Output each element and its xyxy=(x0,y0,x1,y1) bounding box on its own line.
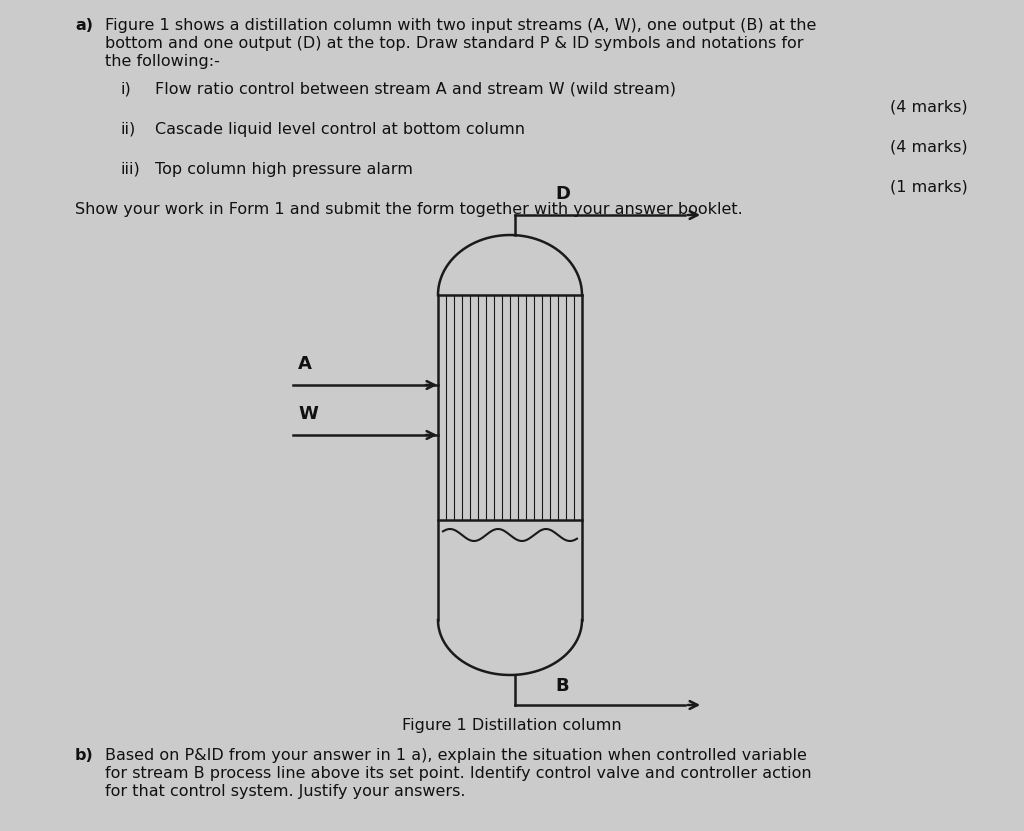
Text: iii): iii) xyxy=(120,162,139,177)
Text: i): i) xyxy=(120,82,131,97)
Text: Based on P&ID from your answer in 1 a), explain the situation when controlled va: Based on P&ID from your answer in 1 a), … xyxy=(105,748,807,763)
Text: Flow ratio control between stream A and stream W (wild stream): Flow ratio control between stream A and … xyxy=(155,82,676,97)
Text: (4 marks): (4 marks) xyxy=(890,140,968,155)
Text: ii): ii) xyxy=(120,122,135,137)
Text: B: B xyxy=(555,677,568,695)
Text: Show your work in Form 1 and submit the form together with your answer booklet.: Show your work in Form 1 and submit the … xyxy=(75,202,742,217)
Text: b): b) xyxy=(75,748,94,763)
Text: bottom and one output (D) at the top. Draw standard P & ID symbols and notations: bottom and one output (D) at the top. Dr… xyxy=(105,36,804,51)
Text: (1 marks): (1 marks) xyxy=(890,180,968,195)
Text: Figure 1 shows a distillation column with two input streams (A, W), one output (: Figure 1 shows a distillation column wit… xyxy=(105,18,816,33)
Text: A: A xyxy=(298,355,312,373)
Text: Figure 1 Distillation column: Figure 1 Distillation column xyxy=(402,718,622,733)
Text: the following:-: the following:- xyxy=(105,54,220,69)
Text: Top column high pressure alarm: Top column high pressure alarm xyxy=(155,162,413,177)
Text: a): a) xyxy=(75,18,93,33)
Text: (4 marks): (4 marks) xyxy=(890,100,968,115)
Text: for that control system. Justify your answers.: for that control system. Justify your an… xyxy=(105,784,466,799)
Text: Cascade liquid level control at bottom column: Cascade liquid level control at bottom c… xyxy=(155,122,525,137)
Text: for stream B process line above its set point. Identify control valve and contro: for stream B process line above its set … xyxy=(105,766,812,781)
Text: W: W xyxy=(298,405,317,423)
Text: D: D xyxy=(555,185,570,203)
